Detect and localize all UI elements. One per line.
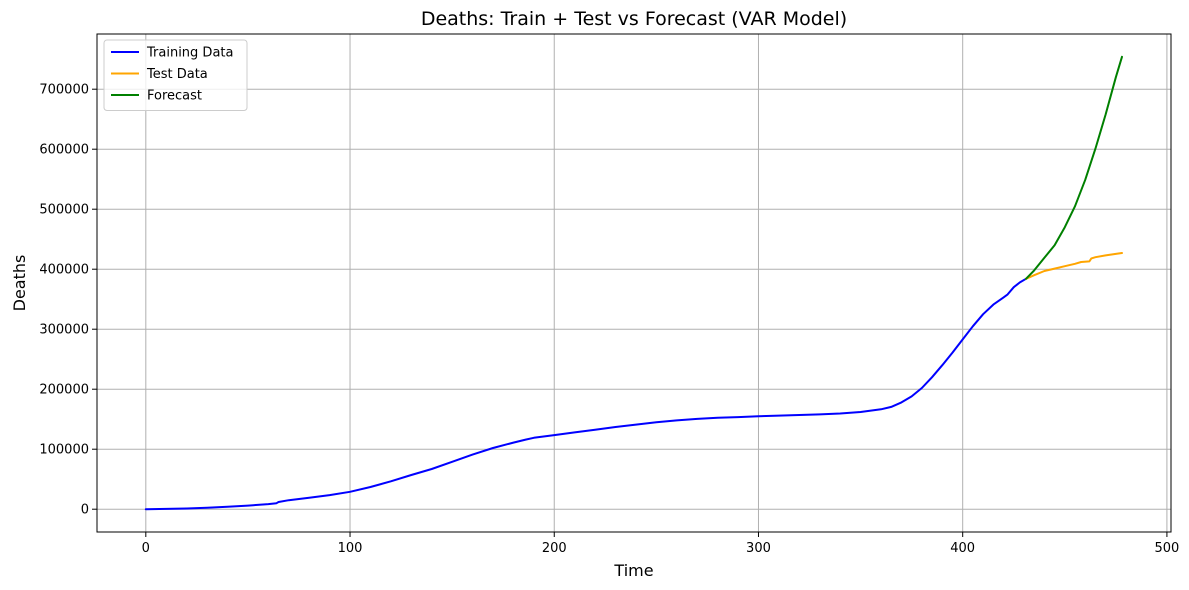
y-tick-label: 300000 (39, 323, 89, 338)
series-line-training-data (144, 277, 1027, 511)
y-tick-label: 100000 (39, 443, 89, 458)
y-tick-label: 500000 (39, 203, 89, 218)
x-tick-label: 0 (142, 541, 150, 556)
y-tick-label: 600000 (39, 143, 89, 158)
x-tick-label: 100 (338, 541, 363, 556)
series-line-forecast (1025, 55, 1123, 280)
plot-frame (96, 33, 1172, 533)
y-tick-label: 0 (81, 503, 89, 518)
x-tick-label: 300 (746, 541, 771, 556)
y-tick-label: 200000 (39, 383, 89, 398)
legend-label: Training Data (146, 46, 233, 61)
series-line-test-data (1025, 252, 1123, 280)
legend-box (103, 39, 248, 111)
legend-label: Forecast (147, 89, 202, 104)
y-tick-label: 700000 (39, 83, 89, 98)
chart-title: Deaths: Train + Test vs Forecast (VAR Mo… (421, 8, 847, 30)
series-layer (144, 55, 1123, 511)
x-tick-label: 500 (1155, 541, 1180, 556)
legend: Training Data Test Data Forecast (103, 39, 248, 111)
x-tick-label: 200 (542, 541, 567, 556)
x-axis-label: Time (613, 561, 653, 580)
legend-label: Test Data (146, 67, 208, 82)
x-axis: 0 100 200 300 400 500 (142, 532, 1180, 556)
y-tick-label: 400000 (39, 263, 89, 278)
y-axis-label: Deaths (10, 255, 29, 312)
grid (97, 34, 1171, 532)
y-axis: 0 100000 200000 300000 400000 500000 600000 700… (39, 83, 97, 518)
x-tick-label: 400 (950, 541, 975, 556)
